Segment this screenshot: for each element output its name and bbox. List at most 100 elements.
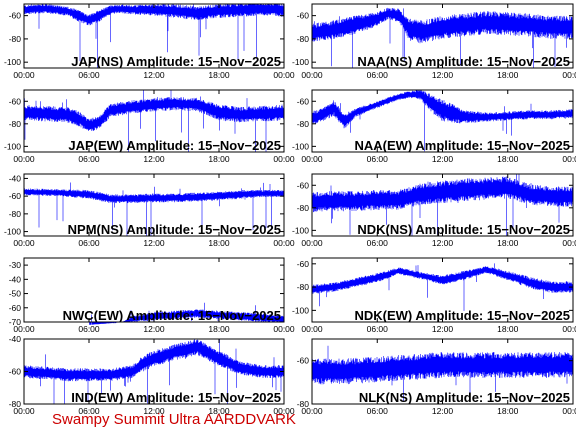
y-tick-label: -60 bbox=[9, 96, 22, 106]
panel-title: NAA(NS) Amplitude: 15−Nov−2025 bbox=[357, 54, 570, 69]
x-tick-label: 00:00 bbox=[273, 406, 295, 416]
x-tick-label: 06:00 bbox=[367, 70, 389, 80]
y-tick-label: -80 bbox=[297, 34, 310, 44]
y-tick-label: -30 bbox=[9, 260, 22, 270]
x-tick-label: 00:00 bbox=[562, 70, 576, 80]
x-tick-label: 06:00 bbox=[367, 324, 389, 334]
x-tick-label: 06:00 bbox=[78, 406, 100, 416]
x-tick-label: 12:00 bbox=[143, 154, 165, 164]
y-tick-label: -100 bbox=[292, 141, 309, 151]
x-tick-label: 18:00 bbox=[497, 154, 519, 164]
amplitude-trace bbox=[89, 302, 285, 325]
y-tick-label: -100 bbox=[4, 227, 21, 237]
x-tick-label: 06:00 bbox=[78, 154, 100, 164]
x-tick-label: 00:00 bbox=[273, 70, 295, 80]
panel-title: JAP(EW) Amplitude: 15−Nov−2025 bbox=[68, 138, 281, 153]
y-tick-label: -100 bbox=[292, 57, 309, 67]
x-tick-label: 00:00 bbox=[13, 70, 35, 80]
x-tick-label: 00:00 bbox=[13, 406, 35, 416]
x-tick-label: 06:00 bbox=[367, 238, 389, 248]
y-tick-label: -40 bbox=[9, 274, 22, 284]
panel-title: NPM(NS) Amplitude: 15−Nov−2025 bbox=[68, 222, 281, 237]
y-tick-label: -60 bbox=[9, 191, 22, 201]
x-tick-label: 18:00 bbox=[208, 406, 230, 416]
x-tick-label: 06:00 bbox=[78, 324, 100, 334]
panel-title: NAA(EW) Amplitude: 15−Nov−2025 bbox=[354, 138, 570, 153]
panel-title: NDK(NS) Amplitude: 15−Nov−2025 bbox=[357, 222, 570, 237]
y-tick-label: -50 bbox=[9, 289, 22, 299]
x-tick-label: 00:00 bbox=[562, 154, 576, 164]
x-tick-label: 00:00 bbox=[301, 238, 323, 248]
x-tick-label: 18:00 bbox=[497, 70, 519, 80]
y-tick-label: -60 bbox=[297, 11, 310, 21]
panel-title: NLK(NS) Amplitude: 15−Nov−2025 bbox=[359, 390, 570, 405]
x-tick-label: 00:00 bbox=[562, 238, 576, 248]
amplitude-panel: 00:00 06:00 12:00 18:00 00:00 -100 -80 -60 NDK(E… bbox=[292, 257, 576, 334]
x-tick-label: 00:00 bbox=[562, 406, 576, 416]
y-tick-label: -40 bbox=[9, 334, 22, 344]
x-tick-label: 00:00 bbox=[273, 238, 295, 248]
x-tick-label: 00:00 bbox=[13, 154, 35, 164]
y-tick-label: -80 bbox=[9, 399, 22, 409]
panel-title: NDK(EW) Amplitude: 15−Nov−2025 bbox=[354, 308, 570, 323]
panel-title: NWC(EW) Amplitude: 15−Nov−2025 bbox=[63, 308, 281, 323]
x-tick-label: 00:00 bbox=[273, 324, 295, 334]
amplitude-panel: 00:00 06:00 12:00 18:00 00:00 -100 -80 -60 JAP(E… bbox=[4, 89, 295, 164]
y-tick-label: -80 bbox=[9, 34, 22, 44]
y-tick-label: -100 bbox=[292, 225, 309, 235]
x-tick-label: 18:00 bbox=[208, 154, 230, 164]
y-tick-label: -80 bbox=[9, 119, 22, 129]
panel-title: JAP(NS) Amplitude: 15−Nov−2025 bbox=[71, 54, 281, 69]
y-tick-label: -80 bbox=[297, 119, 310, 129]
y-tick-label: -60 bbox=[9, 303, 22, 313]
amplitude-panel: 00:00 06:00 12:00 18:00 00:00-80-60-40IND(EW… bbox=[9, 334, 295, 416]
x-tick-label: 18:00 bbox=[497, 406, 519, 416]
amplitude-trace bbox=[311, 263, 574, 311]
x-tick-label: 12:00 bbox=[143, 238, 165, 248]
y-tick-label: -80 bbox=[297, 203, 310, 213]
panel-title: IND(EW) Amplitude: 15−Nov−2025 bbox=[71, 390, 281, 405]
x-tick-label: 18:00 bbox=[208, 238, 230, 248]
x-tick-label: 12:00 bbox=[432, 154, 454, 164]
y-tick-label: -60 bbox=[9, 367, 22, 377]
x-tick-label: 00:00 bbox=[301, 406, 323, 416]
x-tick-label: 00:00 bbox=[13, 238, 35, 248]
y-tick-label: -80 bbox=[297, 282, 310, 292]
x-tick-label: 06:00 bbox=[78, 70, 100, 80]
amplitude-panel: 00:00 06:00 12:00 18:00 00:00 -100 -80 -60 NAA(N… bbox=[292, 3, 576, 80]
y-tick-label: -80 bbox=[297, 399, 310, 409]
y-tick-label: -100 bbox=[292, 305, 309, 315]
x-tick-label: 06:00 bbox=[78, 238, 100, 248]
amplitude-panel: 00:00 06:00 12:00 18:00 00:00 -100 -80 -60 NDK(N… bbox=[292, 173, 576, 248]
y-tick-label: -80 bbox=[9, 209, 22, 219]
x-tick-label: 00:00 bbox=[562, 324, 576, 334]
x-tick-label: 12:00 bbox=[143, 324, 165, 334]
x-tick-label: 00:00 bbox=[301, 154, 323, 164]
x-tick-label: 12:00 bbox=[432, 238, 454, 248]
x-tick-label: 00:00 bbox=[301, 324, 323, 334]
x-tick-label: 06:00 bbox=[367, 154, 389, 164]
x-tick-label: 00:00 bbox=[273, 154, 295, 164]
x-tick-label: 18:00 bbox=[497, 324, 519, 334]
y-tick-label: -60 bbox=[9, 11, 22, 21]
amplitude-panel: 00:00 06:00 12:00 18:00 00:00-100-80-60-40NP… bbox=[4, 173, 295, 248]
y-tick-label: -60 bbox=[297, 356, 310, 366]
x-tick-label: 12:00 bbox=[143, 406, 165, 416]
x-tick-label: 18:00 bbox=[208, 70, 230, 80]
y-tick-label: -60 bbox=[297, 259, 310, 269]
x-tick-label: 00:00 bbox=[301, 70, 323, 80]
y-tick-label: -40 bbox=[9, 173, 22, 183]
x-tick-label: 12:00 bbox=[432, 324, 454, 334]
amplitude-panel: 00:00 06:00 12:00 18:00 00:00-70-60-50-40-30… bbox=[9, 257, 295, 334]
y-tick-label: -70 bbox=[9, 317, 22, 327]
x-tick-label: 06:00 bbox=[367, 406, 389, 416]
y-tick-label: -60 bbox=[297, 96, 310, 106]
y-tick-label: -60 bbox=[297, 180, 310, 190]
x-tick-label: 12:00 bbox=[432, 70, 454, 80]
x-tick-label: 00:00 bbox=[13, 324, 35, 334]
amplitude-panel: 00:00 06:00 12:00 18:00 00:00 -100 -80 -60 JAP(N… bbox=[4, 3, 295, 80]
x-tick-label: 18:00 bbox=[208, 324, 230, 334]
